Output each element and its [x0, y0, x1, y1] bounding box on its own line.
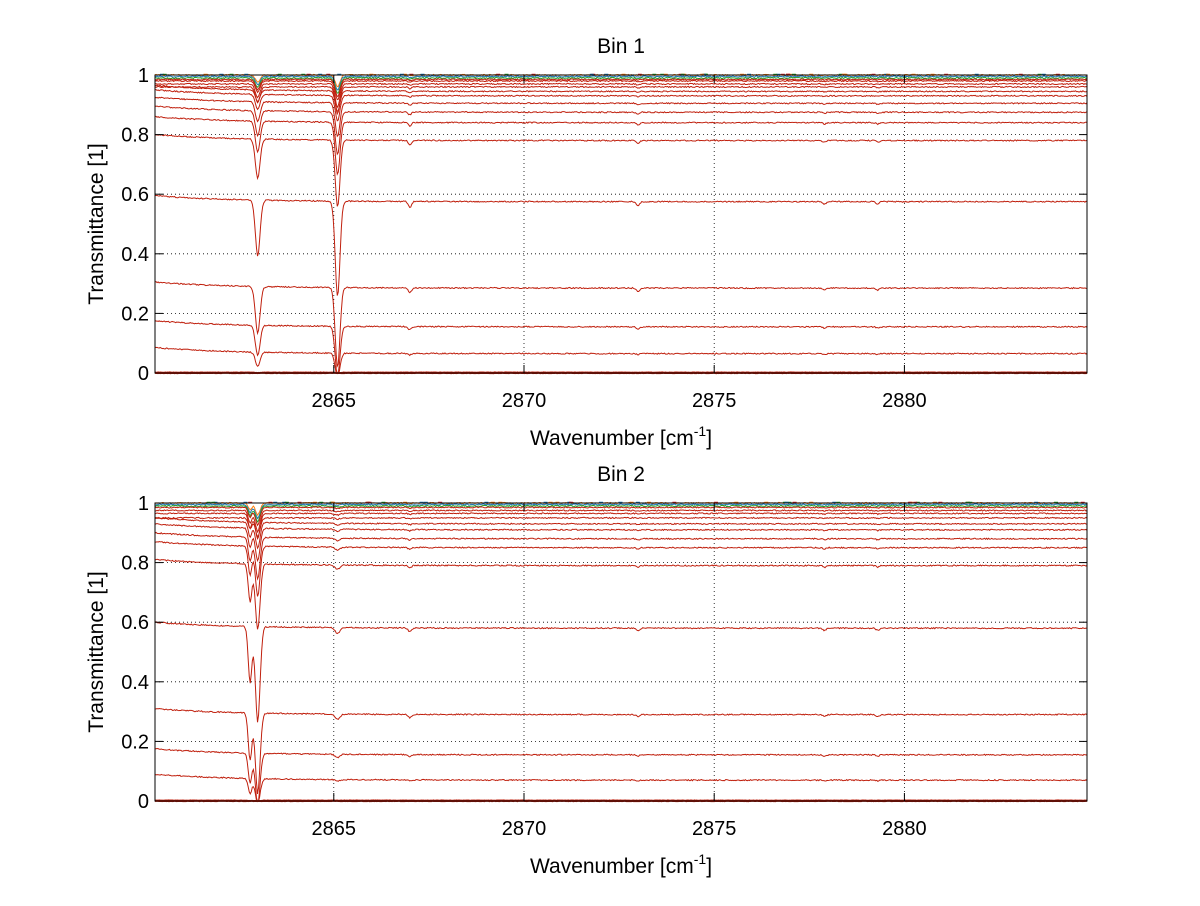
y-tick-label: 0.2: [121, 731, 149, 753]
plot-area: [155, 75, 1087, 373]
x-axis-label: Wavenumber [cm-1]: [530, 851, 712, 878]
y-tick-label: 0: [138, 791, 149, 813]
chart-bin-2: 2865 2870 2875 2880 0 0.2 0.4 0.6 0.8 1 Bin 2 Waven…: [85, 463, 1087, 878]
chart-title: Bin 2: [597, 463, 645, 486]
y-tick-label: 0.6: [121, 184, 149, 206]
y-tick-label: 0: [138, 363, 149, 385]
x-tick-label: 2875: [692, 818, 737, 840]
y-tick-label: 0.8: [121, 125, 149, 147]
y-tick-label: 0.2: [121, 303, 149, 325]
y-tick-label: 1: [138, 493, 149, 515]
y-axis-label: Transmittance [1]: [85, 571, 108, 732]
x-tick-label: 2875: [692, 390, 737, 412]
x-tick-label: 2870: [502, 390, 547, 412]
chart-bin-1: 2865 2870 2875 2880 0 0.2 0.4 0.6 0.8 1 Bin 1 Waven…: [85, 35, 1087, 450]
x-tick-label: 2865: [312, 818, 357, 840]
x-tick-label: 2880: [882, 818, 927, 840]
x-tick-label: 2880: [882, 390, 927, 412]
y-tick-label: 0.8: [121, 553, 149, 575]
y-axis-label: Transmittance [1]: [85, 143, 108, 304]
y-tick-label: 0.4: [121, 672, 149, 694]
x-tick-label: 2865: [312, 390, 357, 412]
y-tick-label: 0.4: [121, 244, 149, 266]
y-tick-label: 1: [138, 65, 149, 87]
x-tick-label: 2870: [502, 818, 547, 840]
x-axis-label: Wavenumber [cm-1]: [530, 423, 712, 450]
y-tick-label: 0.6: [121, 612, 149, 634]
chart-title: Bin 1: [597, 35, 645, 58]
